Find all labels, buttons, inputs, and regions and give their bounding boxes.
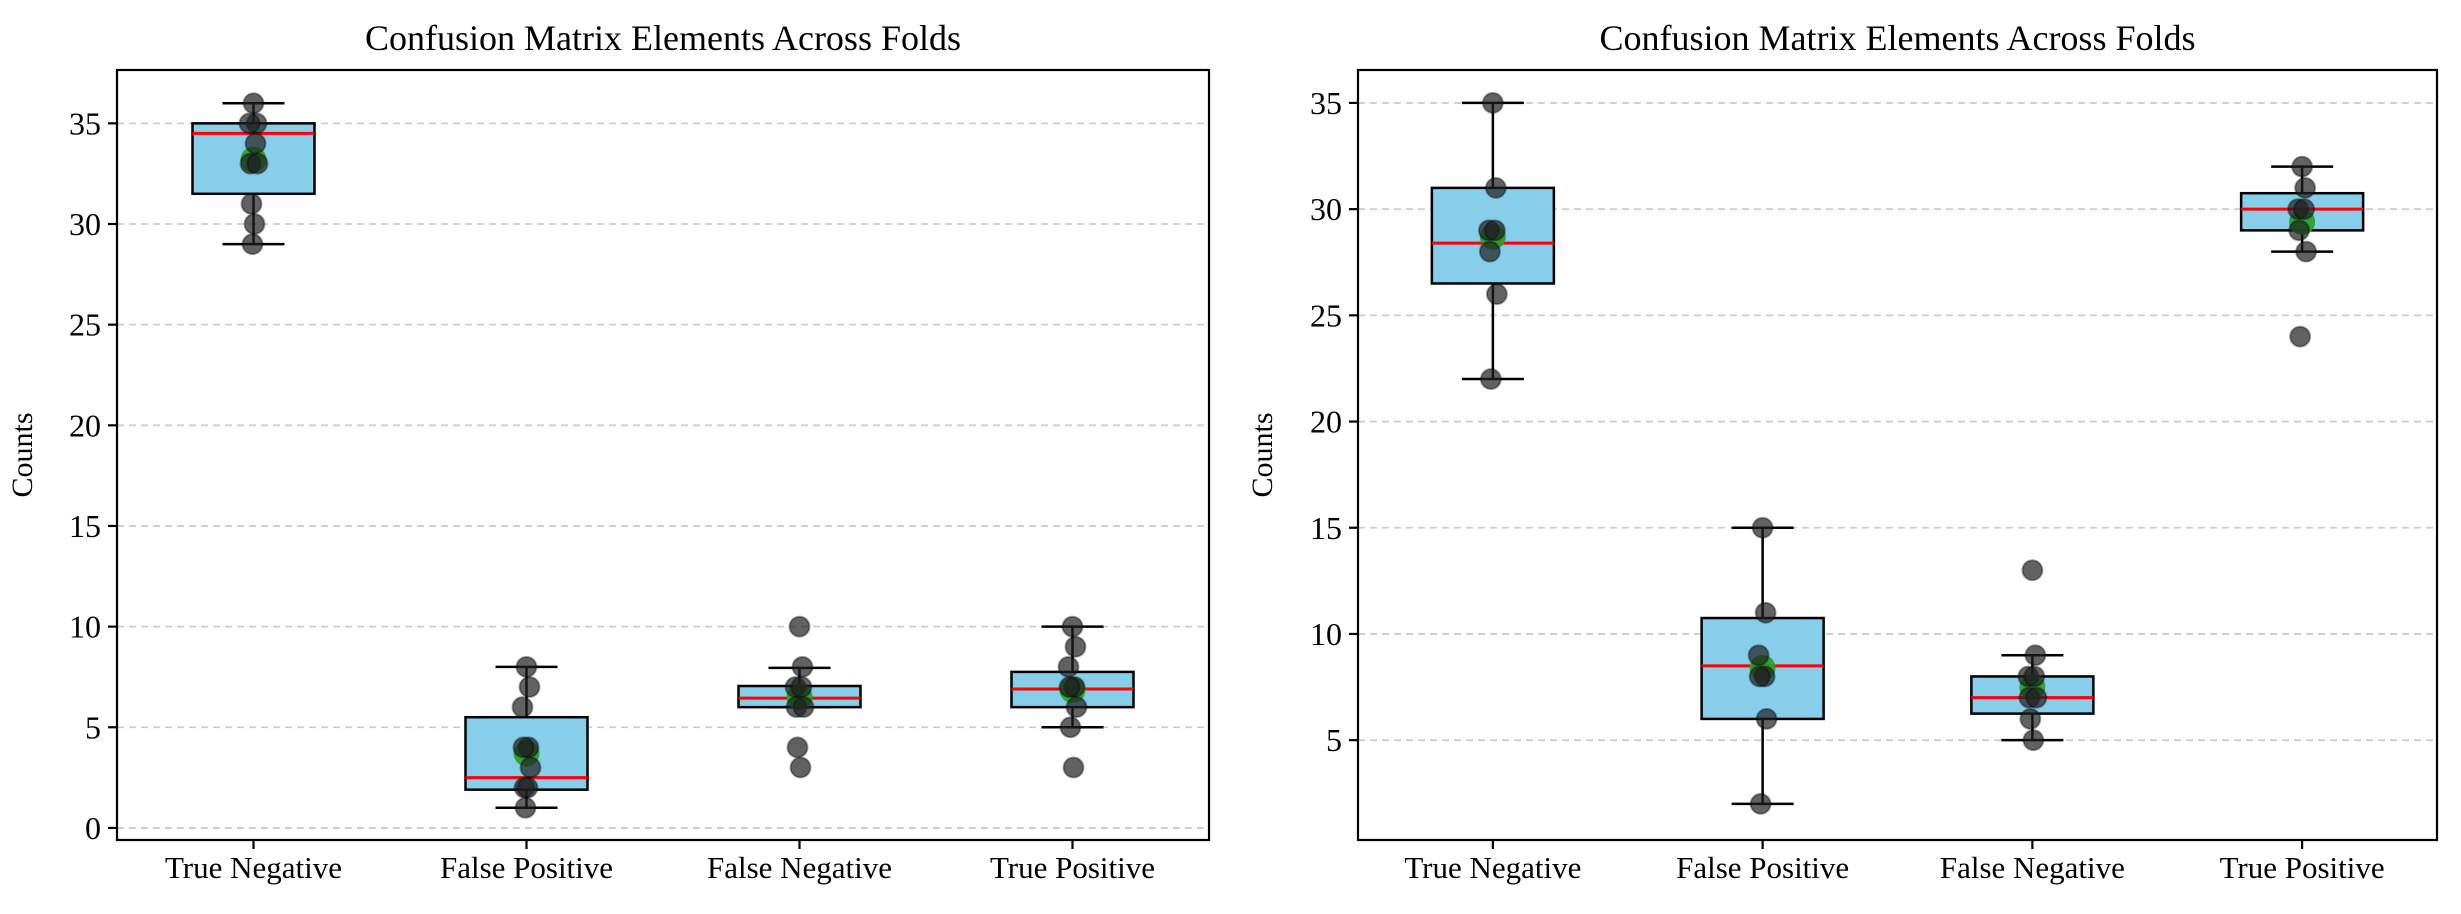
data-point: [238, 112, 261, 135]
boxplot-chart-left: 0 5 10 15 20 25 30 35 True Negative False Positiv…: [6, 18, 1211, 885]
data-point: [519, 756, 542, 779]
data-point: [243, 213, 266, 235]
data-point: [518, 676, 541, 699]
y-tick-label: 15: [69, 508, 101, 544]
data-point: [2022, 729, 2045, 752]
data-point: [241, 233, 264, 256]
data-point: [1747, 644, 1770, 667]
data-point: [786, 736, 809, 759]
chart-title: Confusion Matrix Elements Across Folds: [365, 18, 961, 58]
data-point: [240, 192, 263, 215]
data-point: [1065, 696, 1088, 719]
data-point: [2023, 665, 2046, 688]
data-point: [1751, 516, 1774, 539]
data-point: [788, 615, 811, 638]
data-point: [1057, 655, 1080, 678]
data-point: [516, 776, 539, 799]
data-point: [791, 655, 814, 678]
data-point: [1754, 601, 1777, 624]
y-tick-label: 25: [69, 307, 101, 343]
data-point: [1485, 283, 1508, 306]
data-point: [1479, 368, 1502, 391]
data-point: [1058, 676, 1081, 699]
data-point: [1059, 716, 1082, 739]
data-point: [515, 655, 538, 678]
boxplot-panel-right: 5 10 15 20 25 30 35 True Negative False Positive…: [1230, 0, 2461, 914]
y-tick-label: 5: [1326, 722, 1342, 758]
data-point: [242, 92, 265, 115]
y-tick-label: 35: [69, 105, 101, 141]
y-tick-label: 35: [1310, 85, 1342, 121]
data-point: [246, 152, 269, 175]
data-point: [1062, 756, 1085, 779]
plot-border: [115, 68, 1211, 842]
data-point: [1483, 219, 1506, 242]
data-point: [1064, 635, 1087, 658]
x-tick-label: False Positive: [1676, 850, 1849, 885]
data-point: [2024, 644, 2047, 667]
x-tick-label: True Positive: [990, 850, 1155, 885]
x-tick-label: False Negative: [1940, 850, 2125, 885]
data-point: [2295, 240, 2318, 263]
y-tick-label: 20: [69, 407, 101, 443]
data-point: [2291, 155, 2314, 178]
y-tick-label: 10: [69, 609, 101, 645]
data-point: [790, 676, 813, 699]
data-point: [2294, 176, 2317, 199]
data-point: [1755, 707, 1778, 730]
data-point: [2289, 325, 2312, 348]
chart-title: Confusion Matrix Elements Across Folds: [1600, 18, 2196, 58]
data-point: [792, 696, 815, 719]
x-tick-label: False Positive: [440, 850, 613, 885]
data-point: [1481, 91, 1504, 114]
boxplot-panel-left: 0 5 10 15 20 25 30 35 True Negative False Positiv…: [0, 0, 1230, 914]
y-tick-label: 20: [1310, 404, 1342, 440]
data-point: [511, 696, 534, 719]
y-axis-label: Counts: [1246, 412, 1279, 497]
y-tick-label: 30: [69, 206, 101, 242]
data-point: [512, 736, 535, 759]
data-point: [244, 132, 267, 155]
data-point: [514, 796, 537, 819]
data-point: [1748, 665, 1771, 688]
y-tick-label: 5: [85, 709, 101, 745]
y-tick-label: 10: [1310, 616, 1342, 652]
y-tick-label: 15: [1310, 510, 1342, 546]
x-tick-label: True Positive: [2220, 850, 2385, 885]
plot-border: [1356, 68, 2439, 842]
y-axis-label: Counts: [6, 412, 39, 497]
y-tick-label: 30: [1310, 191, 1342, 227]
x-tick-label: False Negative: [707, 850, 892, 885]
x-tick-label: True Negative: [165, 850, 342, 885]
boxplot-chart-right: 5 10 15 20 25 30 35 True Negative False Positive…: [1246, 18, 2439, 885]
data-point: [1484, 176, 1507, 199]
y-tick-label: 0: [85, 810, 101, 846]
data-point: [1749, 792, 1772, 815]
data-point: [2019, 707, 2042, 730]
data-point: [1061, 615, 1084, 638]
data-point: [2288, 219, 2311, 242]
data-point: [1478, 240, 1501, 263]
data-point: [789, 756, 812, 779]
data-point: [2025, 686, 2048, 709]
y-tick-label: 25: [1310, 297, 1342, 333]
data-point: [2021, 559, 2044, 582]
data-point: [2293, 198, 2316, 221]
x-tick-label: True Negative: [1404, 850, 1581, 885]
